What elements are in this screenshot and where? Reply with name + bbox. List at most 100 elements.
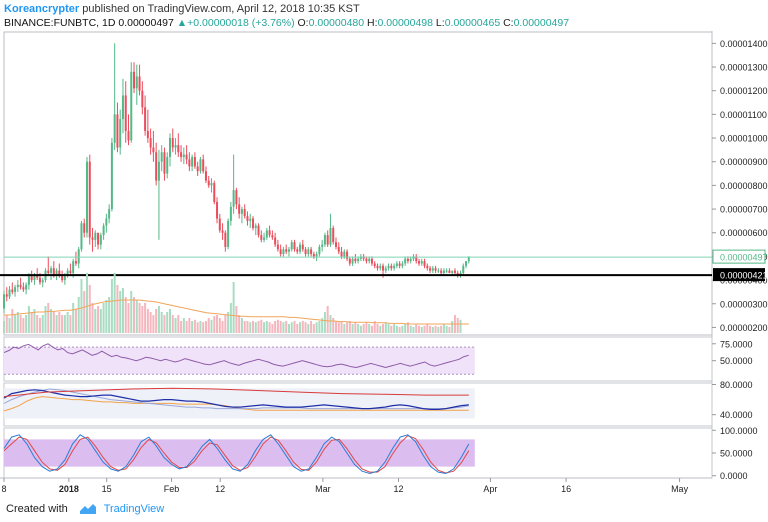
- tradingview-logo-icon: [79, 504, 96, 515]
- volume-bar: [227, 312, 230, 333]
- volume-bar: [19, 315, 22, 333]
- chart-canvas[interactable]: 0.00001400 0.00001300 0.00001200 0.00001100…: [0, 0, 768, 500]
- volume-bar: [16, 312, 19, 333]
- candle: [434, 268, 437, 271]
- tradingview-link[interactable]: TradingView: [103, 503, 165, 515]
- candle: [163, 152, 166, 174]
- candle: [409, 258, 412, 262]
- candle: [61, 275, 64, 281]
- volume-bar: [33, 309, 36, 333]
- time-tick-label: 16: [561, 484, 571, 494]
- candle: [293, 242, 296, 250]
- candle: [157, 161, 160, 181]
- volume-bar: [160, 312, 163, 333]
- rsi-tick-label: 50.0000: [720, 356, 753, 366]
- volume-bar: [263, 322, 266, 333]
- volume-bar: [55, 315, 58, 333]
- candle: [365, 258, 368, 262]
- volume-bar: [415, 324, 418, 333]
- volume-bar: [290, 322, 293, 333]
- volume-bar: [351, 324, 354, 333]
- volume-bar: [323, 312, 326, 333]
- candle: [155, 152, 158, 181]
- volume-bar: [332, 318, 335, 333]
- volume-bar: [72, 303, 75, 333]
- candle: [429, 268, 432, 271]
- oscillator-line-blue: [3, 389, 469, 410]
- candle: [72, 261, 75, 273]
- volume-bar: [38, 318, 41, 333]
- candle: [348, 258, 351, 264]
- candle: [218, 218, 221, 231]
- candle: [8, 289, 11, 297]
- high-value: 0.00000498: [377, 17, 433, 29]
- volume-bar: [268, 322, 271, 333]
- candle: [323, 235, 326, 245]
- volume-bar: [141, 306, 144, 333]
- volume-ma-line: [4, 299, 469, 325]
- candle: [420, 261, 423, 264]
- candle: [379, 265, 382, 269]
- candle: [97, 232, 100, 245]
- candle: [127, 130, 130, 141]
- volume-bar: [365, 322, 368, 333]
- volume-bar: [426, 324, 429, 333]
- candle: [453, 270, 456, 273]
- time-tick-label: 2018: [59, 484, 79, 494]
- volume-bar: [166, 312, 169, 333]
- volume-bar: [52, 312, 55, 333]
- author-link[interactable]: Koreancrypter: [4, 3, 80, 15]
- candle: [249, 218, 252, 221]
- volume-bar: [99, 309, 102, 333]
- publish-info: Koreancrypter published on TradingView.c…: [4, 3, 360, 15]
- volume-bar: [191, 321, 194, 333]
- volume-bar: [3, 321, 5, 333]
- price-change: +0.00000018 (+3.76%): [187, 17, 295, 29]
- candle: [3, 294, 5, 309]
- volume-bar: [124, 297, 127, 333]
- candle: [404, 258, 407, 264]
- volume-bar: [390, 325, 393, 333]
- stoch-d-line: [3, 435, 470, 474]
- candle: [287, 249, 290, 252]
- volume-bar: [285, 321, 288, 333]
- volume-bar: [238, 315, 241, 333]
- candle: [22, 287, 25, 290]
- volume-bar: [213, 316, 216, 333]
- volume-bar: [63, 315, 66, 333]
- volume-bar: [157, 306, 160, 333]
- volume-bar: [11, 309, 14, 333]
- candle: [74, 261, 77, 264]
- candle: [376, 265, 379, 269]
- candle: [152, 147, 155, 153]
- candle: [102, 225, 105, 236]
- open-label: O:: [297, 17, 309, 29]
- volume-bar: [36, 315, 39, 333]
- candle: [58, 270, 61, 276]
- volume-bar: [276, 319, 279, 333]
- volume-bar: [44, 306, 47, 333]
- volume-bar: [359, 325, 362, 333]
- volume-bar: [393, 324, 396, 333]
- volume-bar: [22, 318, 25, 333]
- candle: [390, 265, 393, 269]
- volume-bar: [440, 325, 443, 333]
- candle: [224, 232, 227, 247]
- candle: [216, 201, 219, 219]
- volume-bar: [97, 306, 100, 333]
- candle: [144, 107, 147, 131]
- volume-bar: [116, 285, 119, 333]
- candle: [235, 190, 238, 205]
- volume-bar: [144, 303, 147, 333]
- candle: [63, 275, 66, 281]
- volume-bar: [257, 321, 260, 333]
- volume-bar: [274, 321, 277, 333]
- candle: [271, 235, 274, 238]
- candle: [387, 265, 390, 269]
- candle: [346, 251, 349, 259]
- candle: [243, 209, 246, 217]
- volume-bar: [61, 315, 64, 333]
- candle: [221, 230, 224, 233]
- oscillator-line-orange: [3, 396, 469, 412]
- volume-bar: [329, 315, 332, 333]
